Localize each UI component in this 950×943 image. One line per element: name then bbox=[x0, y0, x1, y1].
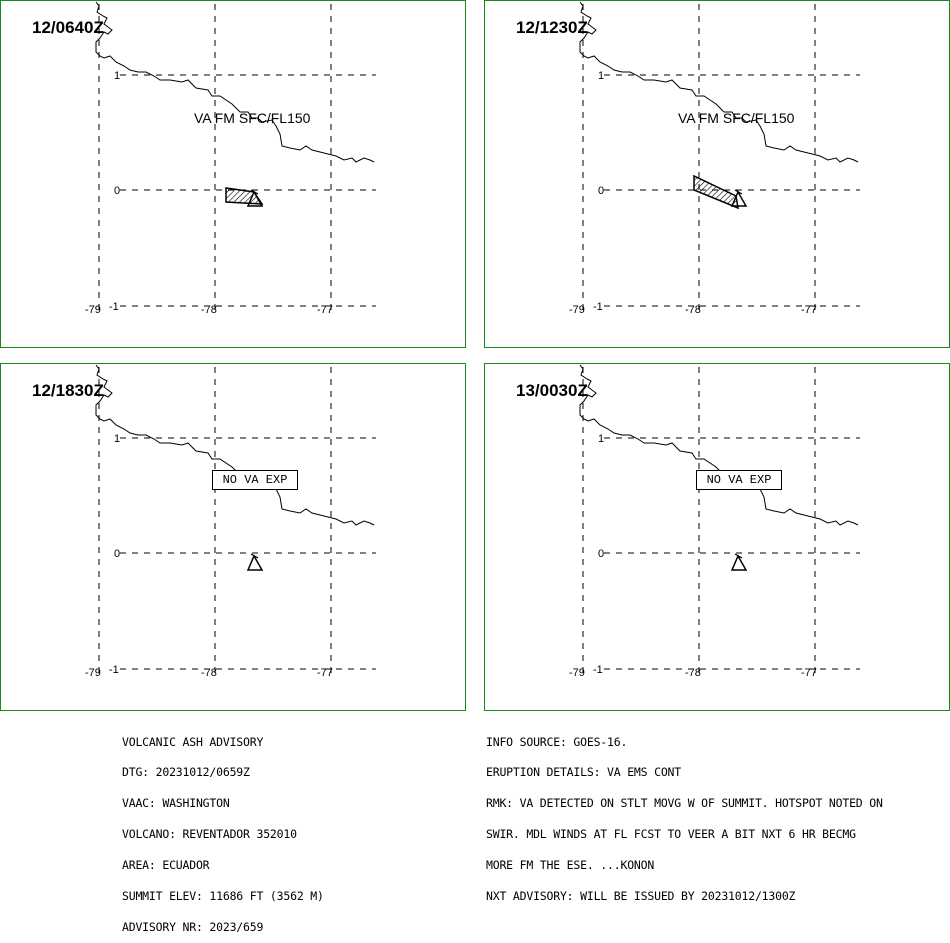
advisory-line: MORE FM THE ESE. ...KONON bbox=[486, 858, 655, 873]
volcano-icon bbox=[730, 554, 748, 571]
coastline bbox=[579, 364, 859, 526]
advisory-line: SWIR. MDL WINDS AT FL FCST TO VEER A BIT… bbox=[486, 827, 856, 842]
longitude-label: -79 bbox=[85, 304, 101, 316]
map-panel-3: 1 0 -1 -79 -78 -77 12/1830Z NO VA EXP bbox=[0, 363, 466, 711]
advisory-line: SUMMIT ELEV: 11686 FT (3562 M) bbox=[122, 889, 324, 904]
no-ash-box: NO VA EXP bbox=[212, 470, 298, 490]
coastline bbox=[579, 1, 859, 163]
advisory-line: VOLCANIC ASH ADVISORY bbox=[122, 734, 264, 749]
panel-frame bbox=[0, 0, 466, 348]
volcano-plume-mark bbox=[734, 553, 743, 559]
advisory-line: DTG: 20231012/0659Z bbox=[122, 765, 250, 780]
volcano-plume-mark bbox=[250, 553, 259, 559]
longitude-label: -77 bbox=[317, 667, 333, 679]
latitude-label: -1 bbox=[593, 664, 603, 676]
panel-frame bbox=[484, 363, 950, 711]
advisory-line: ADVISORY NR: 2023/659 bbox=[122, 919, 264, 934]
map-canvas: 1 0 -1 -79 -78 -77 bbox=[0, 0, 466, 348]
longitude-label: -78 bbox=[201, 304, 217, 316]
panel-frame bbox=[0, 363, 466, 711]
latitude-label: 0 bbox=[598, 548, 604, 560]
advisory-line: ERUPTION DETAILS: VA EMS CONT bbox=[486, 765, 681, 780]
latitude-label: 0 bbox=[598, 185, 604, 197]
advisory-header-block: VOLCANIC ASH ADVISORY DTG: 20231012/0659… bbox=[122, 716, 324, 943]
longitude-label: -79 bbox=[85, 667, 101, 679]
map-panel-4: 1 0 -1 -79 -78 -77 13/0030Z NO VA EXP bbox=[484, 363, 950, 711]
longitude-label: -78 bbox=[201, 667, 217, 679]
longitude-label: -79 bbox=[569, 304, 585, 316]
map-panel-1: 1 0 -1 -79 -78 -77 12/0640Z VA FM SFC/FL150 bbox=[0, 0, 466, 348]
panel-frame bbox=[484, 0, 950, 348]
advisory-line: VOLCANO: REVENTADOR 352010 bbox=[122, 827, 297, 842]
latitude-label: -1 bbox=[109, 664, 119, 676]
latitude-label: 1 bbox=[598, 70, 604, 82]
longitude-label: -77 bbox=[801, 304, 817, 316]
advisory-line: VAAC: WASHINGTON bbox=[122, 796, 230, 811]
latitude-label: 1 bbox=[598, 433, 604, 445]
map-canvas: 1 0 -1 -79 -78 -77 bbox=[0, 363, 466, 711]
advisory-line: RMK: VA DETECTED ON STLT MOVG W OF SUMMI… bbox=[486, 796, 883, 811]
volcano-icon bbox=[246, 554, 264, 571]
forecast-time: 12/1230Z bbox=[516, 18, 588, 37]
advisory-details-block: INFO SOURCE: GOES-16. ERUPTION DETAILS: … bbox=[486, 716, 883, 912]
latitude-label: 0 bbox=[114, 548, 120, 560]
longitude-label: -78 bbox=[685, 667, 701, 679]
latitude-label: 1 bbox=[114, 70, 120, 82]
coastline bbox=[95, 364, 375, 526]
map-panel-2: 1 0 -1 -79 -78 -77 12/1230Z VA FM SFC/FL150 bbox=[484, 0, 950, 348]
ash-cloud-area bbox=[693, 174, 739, 210]
forecast-time: 12/1830Z bbox=[32, 381, 104, 400]
longitude-label: -77 bbox=[801, 667, 817, 679]
latitude-label: 1 bbox=[114, 433, 120, 445]
longitude-label: -77 bbox=[317, 304, 333, 316]
advisory-line: INFO SOURCE: GOES-16. bbox=[486, 734, 628, 749]
longitude-label: -79 bbox=[569, 667, 585, 679]
ash-cloud-label: VA FM SFC/FL150 bbox=[678, 110, 795, 126]
coastline bbox=[95, 1, 375, 163]
ash-cloud-label: VA FM SFC/FL150 bbox=[194, 110, 311, 126]
ash-cloud-area bbox=[225, 187, 264, 205]
advisory-line: AREA: ECUADOR bbox=[122, 858, 210, 873]
forecast-time: 12/0640Z bbox=[32, 18, 104, 37]
map-canvas: 1 0 -1 -79 -78 -77 bbox=[484, 0, 950, 348]
volcano-plume-mark bbox=[734, 189, 743, 195]
advisory-line: NXT ADVISORY: WILL BE ISSUED BY 20231012… bbox=[486, 889, 796, 904]
latitude-label: -1 bbox=[109, 301, 119, 313]
no-ash-box: NO VA EXP bbox=[696, 470, 782, 490]
longitude-label: -78 bbox=[685, 304, 701, 316]
forecast-time: 13/0030Z bbox=[516, 381, 588, 400]
latitude-label: -1 bbox=[593, 301, 603, 313]
latitude-label: 0 bbox=[114, 185, 120, 197]
map-canvas: 1 0 -1 -79 -78 -77 bbox=[484, 363, 950, 711]
